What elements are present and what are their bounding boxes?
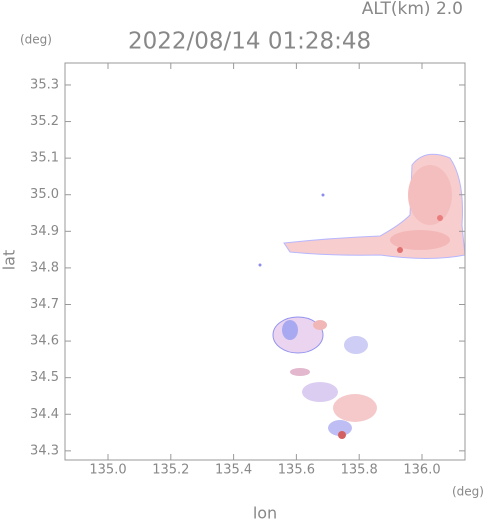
y-tick-label: 35.0 [30, 187, 59, 202]
x-unit: (deg) [452, 485, 484, 499]
x-tick-label: 135.8 [341, 463, 378, 478]
y-tick-label: 35.2 [30, 114, 59, 129]
y-tick-label: 34.5 [30, 370, 59, 385]
x-tick-label: 136.0 [403, 463, 440, 478]
plot-frame [64, 62, 466, 461]
x-axis-label: lon [253, 504, 277, 521]
altitude: ALT(km) 2.0 [362, 0, 463, 19]
y-axis-label: lat [0, 250, 19, 271]
y-tick-label: 34.6 [30, 334, 59, 349]
y-tick-label: 34.7 [30, 297, 59, 312]
y-unit: (deg) [20, 33, 52, 47]
x-tick-label: 135.0 [89, 463, 126, 478]
x-tick-label: 135.4 [215, 463, 252, 478]
y-tick-label: 34.3 [30, 443, 59, 458]
x-tick-label: 135.2 [152, 463, 189, 478]
echo-field [258, 153, 466, 439]
y-tick-label: 35.3 [30, 77, 59, 92]
y-tick-label: 34.8 [30, 260, 59, 275]
x-tick-label: 135.6 [278, 463, 315, 478]
y-tick-label: 34.9 [30, 224, 59, 239]
chart-title: 2022/08/14 01:28:48 [128, 29, 371, 55]
y-tick-label: 34.4 [30, 407, 59, 422]
y-tick-label: 35.1 [30, 151, 59, 166]
